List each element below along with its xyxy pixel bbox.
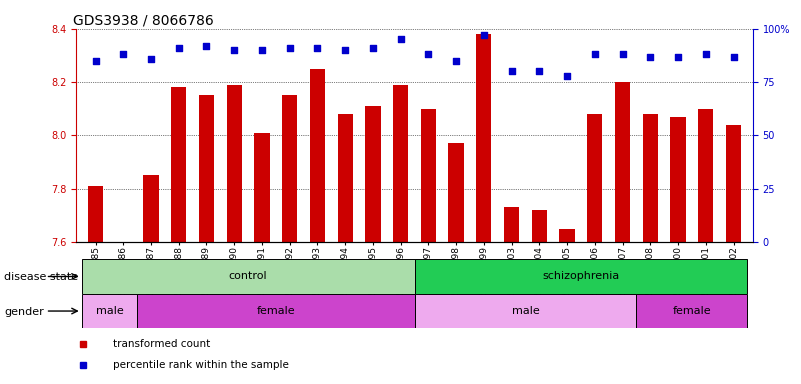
Bar bbox=[415, 294, 637, 328]
Bar bbox=[282, 95, 297, 242]
Point bbox=[671, 53, 684, 60]
Bar bbox=[82, 259, 415, 294]
Text: female: female bbox=[256, 306, 295, 316]
Bar bbox=[337, 114, 352, 242]
Point bbox=[449, 58, 462, 64]
Bar bbox=[82, 294, 137, 328]
Point bbox=[644, 53, 657, 60]
Bar bbox=[365, 106, 380, 242]
Point bbox=[256, 47, 268, 53]
Bar bbox=[255, 133, 270, 242]
Point bbox=[616, 51, 629, 58]
Point bbox=[89, 58, 102, 64]
Text: transformed count: transformed count bbox=[113, 339, 211, 349]
Bar bbox=[587, 114, 602, 242]
Bar bbox=[504, 207, 519, 242]
Point bbox=[284, 45, 296, 51]
Bar bbox=[415, 259, 747, 294]
Bar bbox=[227, 85, 242, 242]
Bar bbox=[393, 85, 409, 242]
Bar bbox=[559, 228, 574, 242]
Text: GDS3938 / 8066786: GDS3938 / 8066786 bbox=[73, 14, 213, 28]
Bar bbox=[449, 143, 464, 242]
Bar bbox=[143, 175, 159, 242]
Point bbox=[367, 45, 380, 51]
Point bbox=[200, 43, 213, 49]
Point bbox=[172, 45, 185, 51]
Text: disease state: disease state bbox=[4, 272, 78, 282]
Point bbox=[505, 68, 518, 74]
Bar bbox=[698, 109, 714, 242]
Bar bbox=[726, 125, 741, 242]
Point bbox=[339, 47, 352, 53]
Point bbox=[727, 53, 740, 60]
Bar bbox=[137, 294, 415, 328]
Text: male: male bbox=[512, 306, 539, 316]
Bar bbox=[642, 114, 658, 242]
Point bbox=[311, 45, 324, 51]
Bar bbox=[310, 69, 325, 242]
Bar bbox=[615, 82, 630, 242]
Bar bbox=[199, 95, 214, 242]
Point bbox=[227, 47, 240, 53]
Text: female: female bbox=[673, 306, 711, 316]
Point bbox=[589, 51, 602, 58]
Bar bbox=[171, 88, 187, 242]
Point bbox=[561, 73, 574, 79]
Bar bbox=[88, 186, 103, 242]
Bar bbox=[670, 117, 686, 242]
Bar bbox=[421, 109, 436, 242]
Bar bbox=[637, 294, 747, 328]
Point bbox=[422, 51, 435, 58]
Text: control: control bbox=[229, 271, 268, 281]
Text: male: male bbox=[95, 306, 123, 316]
Point bbox=[699, 51, 712, 58]
Text: gender: gender bbox=[4, 307, 44, 317]
Bar bbox=[532, 210, 547, 242]
Point bbox=[117, 51, 130, 58]
Text: schizophrenia: schizophrenia bbox=[542, 271, 620, 281]
Bar bbox=[477, 34, 492, 242]
Point bbox=[477, 32, 490, 38]
Point bbox=[145, 56, 158, 62]
Point bbox=[394, 36, 407, 43]
Point bbox=[533, 68, 545, 74]
Text: percentile rank within the sample: percentile rank within the sample bbox=[113, 360, 289, 370]
